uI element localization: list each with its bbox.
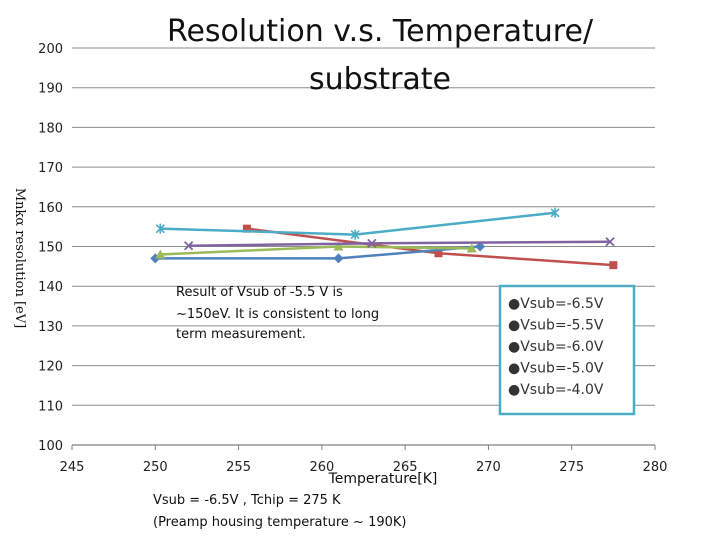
data-point-vsub-5-5v-2 bbox=[333, 253, 344, 264]
y-tick-label-150: 150 bbox=[38, 241, 63, 256]
series-vsub-6-0v bbox=[155, 241, 477, 259]
result-note-line-2: ~150eV. It is consistent to long bbox=[176, 307, 379, 322]
x-tick-label-270: 270 bbox=[476, 460, 501, 475]
series-group bbox=[150, 207, 618, 270]
axes bbox=[71, 444, 656, 450]
x-tick-label-255: 255 bbox=[226, 460, 251, 475]
series-vsub-6-5v bbox=[242, 224, 618, 270]
series-vsub-5-0v bbox=[183, 237, 615, 251]
y-tick-label-130: 130 bbox=[38, 320, 63, 335]
legend-entry-vsub-5-0v: ●Vsub=-5.0V bbox=[508, 361, 604, 377]
x-tick-label-260: 260 bbox=[309, 460, 334, 475]
x-tick-label-250: 250 bbox=[143, 460, 168, 475]
bottom-note-line-1: Vsub = -6.5V , Tchip = 275 K bbox=[153, 493, 341, 508]
y-tick-label-100: 100 bbox=[38, 439, 63, 454]
x-tick-label-245: 245 bbox=[60, 460, 85, 475]
legend-entry-vsub-6-5v: ●Vsub=-6.5V bbox=[508, 296, 604, 312]
legend-entry-vsub-4-0v: ●Vsub=-4.0V bbox=[508, 382, 604, 398]
series-vsub-4-0v bbox=[155, 207, 560, 240]
result-note-line-3: term measurement. bbox=[176, 327, 306, 342]
data-point-vsub-6-0v-1 bbox=[155, 249, 166, 259]
result-note-line-1: Result of Vsub of -5.5 V is bbox=[176, 285, 343, 300]
legend-entry-vsub-6-0v: ●Vsub=-6.0V bbox=[508, 339, 604, 355]
data-point-vsub-5-0v-2 bbox=[367, 238, 377, 248]
result-note: Result of Vsub of -5.5 V is ~150eV. It i… bbox=[176, 285, 379, 342]
y-tick-label-180: 180 bbox=[38, 121, 63, 136]
data-point-vsub-4-0v-1 bbox=[155, 223, 165, 234]
bottom-note-line-2: (Preamp housing temperature ~ 190K) bbox=[153, 515, 406, 530]
data-point-vsub-6-0v-3 bbox=[466, 243, 477, 253]
y-tick-labels: 100 110 120 130 140 150 160 170 180 190 200 bbox=[38, 42, 63, 454]
x-tick-label-275: 275 bbox=[559, 460, 584, 475]
data-point-vsub-5-0v-1 bbox=[183, 241, 194, 251]
x-axis-label: Temperature[K] bbox=[328, 471, 438, 487]
data-point-vsub-6-5v-2 bbox=[434, 249, 443, 258]
y-tick-label-140: 140 bbox=[38, 280, 63, 295]
data-point-vsub-6-5v-3 bbox=[609, 261, 618, 270]
data-point-vsub-4-0v-3 bbox=[550, 207, 560, 218]
chart-title-line-1: Resolution v.s. Temperature/ bbox=[167, 14, 594, 49]
bottom-note: Vsub = -6.5V , Tchip = 275 K (Preamp hou… bbox=[153, 493, 406, 530]
x-tick-label-265: 265 bbox=[393, 460, 418, 475]
data-point-vsub-6-5v-1 bbox=[242, 224, 251, 233]
series-vsub-5-5v bbox=[150, 241, 486, 264]
x-tick-labels: 245 250 255 260 265 270 275 280 bbox=[60, 460, 668, 475]
y-tick-label-160: 160 bbox=[38, 201, 63, 216]
legend-box bbox=[498, 284, 636, 416]
legend-items: ●Vsub=-6.5V ●Vsub=-5.5V ●Vsub=-6.0V ●Vsub=-… bbox=[508, 296, 604, 398]
data-point-vsub-4-0v-2 bbox=[350, 229, 360, 240]
x-tick-label-280: 280 bbox=[643, 460, 668, 475]
y-tick-label-200: 200 bbox=[38, 42, 63, 57]
legend: ●Vsub=-6.5V ●Vsub=-5.5V ●Vsub=-6.0V ●Vsub=-… bbox=[498, 284, 636, 416]
series-line-vsub-5-0v bbox=[188, 240, 611, 247]
data-point-vsub-6-0v-2 bbox=[333, 241, 344, 251]
y-tick-label-170: 170 bbox=[38, 161, 63, 176]
y-tick-label-190: 190 bbox=[38, 82, 63, 97]
y-tick-label-120: 120 bbox=[38, 360, 63, 375]
data-point-vsub-5-0v-3 bbox=[605, 237, 615, 247]
data-point-vsub-5-5v-3 bbox=[475, 241, 486, 252]
legend-entry-vsub-5-5v: ●Vsub=-5.5V bbox=[508, 318, 604, 334]
y-tick-label-110: 110 bbox=[38, 399, 63, 414]
chart-title-line-2: substrate bbox=[309, 62, 451, 97]
y-axis-label: Mnkα resolution [eV] bbox=[12, 188, 27, 328]
